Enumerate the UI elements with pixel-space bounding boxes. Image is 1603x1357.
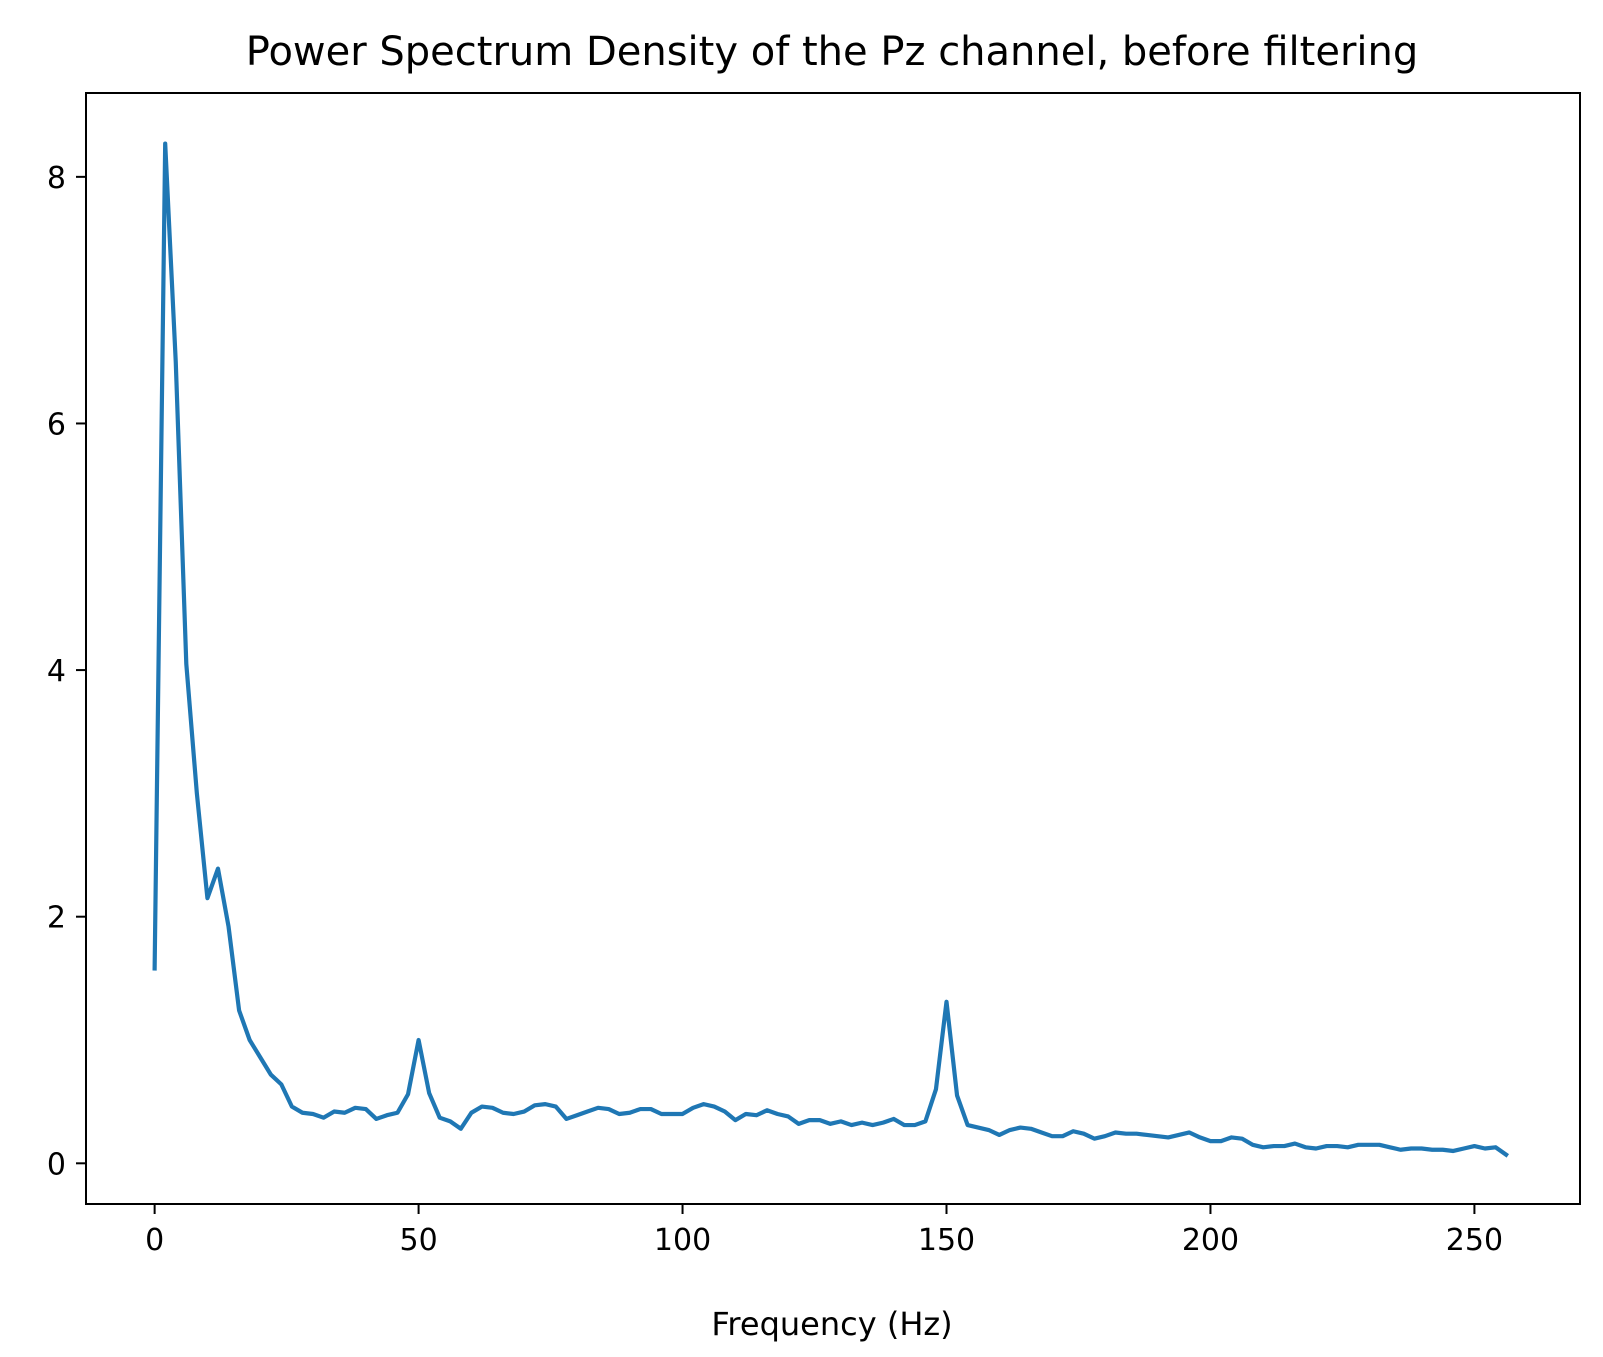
- x-tick-label: 50: [399, 1223, 437, 1258]
- y-tick-label: 0: [47, 1147, 66, 1182]
- x-tick-label: 250: [1446, 1223, 1503, 1258]
- y-tick-label: 6: [47, 407, 66, 442]
- x-tick-label: 200: [1182, 1223, 1239, 1258]
- y-tick-label: 4: [47, 654, 66, 689]
- x-tick-label: 0: [145, 1223, 164, 1258]
- x-tick-label: 150: [918, 1223, 975, 1258]
- x-tick-label: 100: [654, 1223, 711, 1258]
- y-tick-label: 2: [47, 901, 66, 936]
- y-tick-label: 8: [47, 161, 66, 196]
- x-axis-label: Frequency (Hz): [711, 1305, 952, 1343]
- chart-title: Power Spectrum Density of the Pz channel…: [246, 29, 1419, 75]
